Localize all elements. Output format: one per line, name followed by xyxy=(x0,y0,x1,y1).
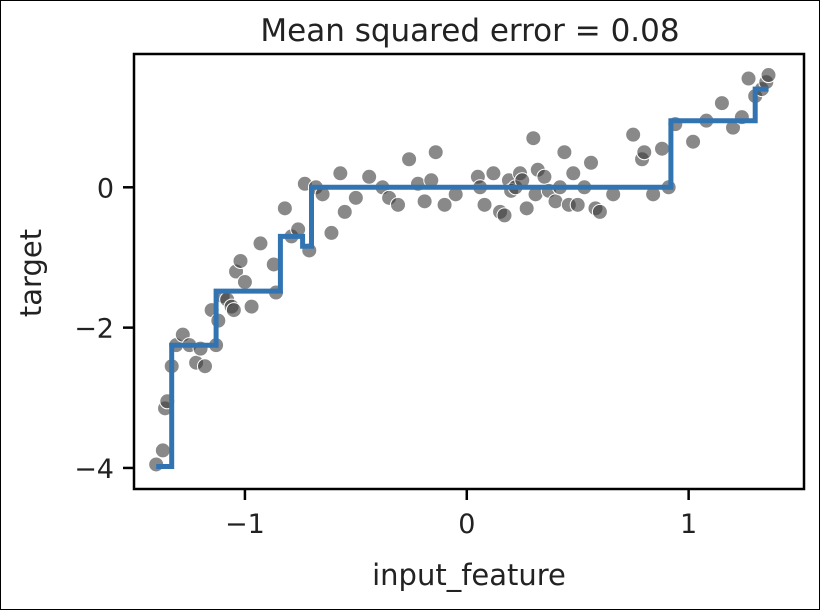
data-point xyxy=(625,126,642,143)
data-point xyxy=(416,193,433,210)
data-point xyxy=(361,168,378,185)
data-point xyxy=(485,165,502,182)
data-point xyxy=(685,133,702,150)
data-point xyxy=(556,144,573,161)
data-point xyxy=(323,224,340,241)
data-point xyxy=(276,200,293,217)
data-point xyxy=(525,130,542,147)
data-point xyxy=(713,95,730,112)
data-point xyxy=(654,140,671,157)
data-point xyxy=(154,442,171,459)
data-point xyxy=(332,165,349,182)
y-axis-label: target xyxy=(14,229,48,317)
x-axis-ticks: −1 0 1 xyxy=(225,489,697,540)
data-point xyxy=(225,302,242,319)
data-point xyxy=(565,165,582,182)
x-tick-label: 1 xyxy=(680,509,697,540)
data-point xyxy=(232,252,249,269)
data-point xyxy=(196,358,213,375)
y-tick-label: −2 xyxy=(74,314,114,345)
data-point xyxy=(591,203,608,220)
data-point xyxy=(547,193,564,210)
data-point xyxy=(436,196,453,213)
y-axis-ticks: −4 −2 0 xyxy=(74,173,134,485)
data-point xyxy=(427,144,444,161)
data-point xyxy=(336,203,353,220)
prediction-lines xyxy=(156,86,769,469)
data-point xyxy=(236,274,253,291)
data-point xyxy=(536,168,553,185)
x-tick-label: 0 xyxy=(458,509,475,540)
data-point xyxy=(636,144,653,161)
data-point xyxy=(740,70,757,87)
y-tick-label: 0 xyxy=(97,173,114,204)
data-point xyxy=(496,207,513,224)
chart-title: Mean squared error = 0.08 xyxy=(260,13,679,49)
data-point xyxy=(243,298,260,315)
data-point xyxy=(390,196,407,213)
scatter-points xyxy=(148,67,777,473)
data-point xyxy=(401,151,418,168)
data-point xyxy=(252,235,269,252)
plot-area xyxy=(132,52,806,491)
data-point xyxy=(347,189,364,206)
prediction-line xyxy=(156,86,769,469)
data-point xyxy=(476,196,493,213)
data-point xyxy=(760,67,777,84)
data-point xyxy=(583,154,600,171)
x-axis-label: input_feature xyxy=(372,558,566,592)
data-point xyxy=(518,200,535,217)
y-tick-label: −4 xyxy=(74,454,114,485)
x-tick-label: −1 xyxy=(225,509,265,540)
data-point xyxy=(569,196,586,213)
